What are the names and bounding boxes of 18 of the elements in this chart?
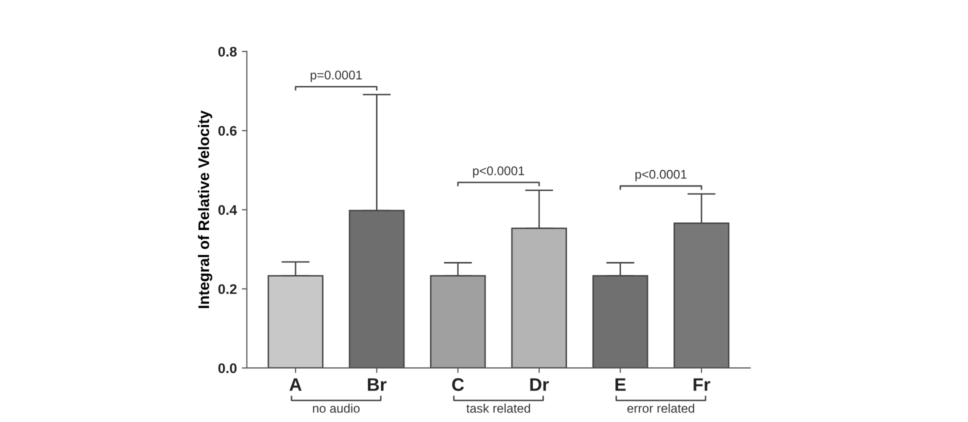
x-tick-label: Dr	[530, 378, 549, 391]
y-tick-label: 0.0	[218, 363, 237, 374]
annotation: p=0.0001	[310, 70, 362, 82]
annotation: p<0.0001	[473, 166, 524, 178]
text: no audio	[312, 404, 360, 413]
text: error related	[627, 404, 694, 413]
y-axis-title: Integral of Relative Velocity	[198, 110, 212, 308]
text: task related	[466, 404, 530, 413]
x-tick-label: A	[289, 378, 302, 391]
annotation: p<0.0001	[635, 170, 687, 182]
y-tick-label: 0.4	[218, 205, 238, 215]
y-tick-label: 0.8	[218, 46, 237, 57]
x-tick-label: C	[452, 378, 464, 391]
x-tick-label: E	[615, 378, 626, 391]
x-tick-label: Fr	[694, 378, 710, 391]
y-tick-label: 0.6	[218, 126, 237, 136]
x-tick-label: Br	[368, 378, 386, 391]
y-tick-label: 0.2	[218, 284, 237, 294]
